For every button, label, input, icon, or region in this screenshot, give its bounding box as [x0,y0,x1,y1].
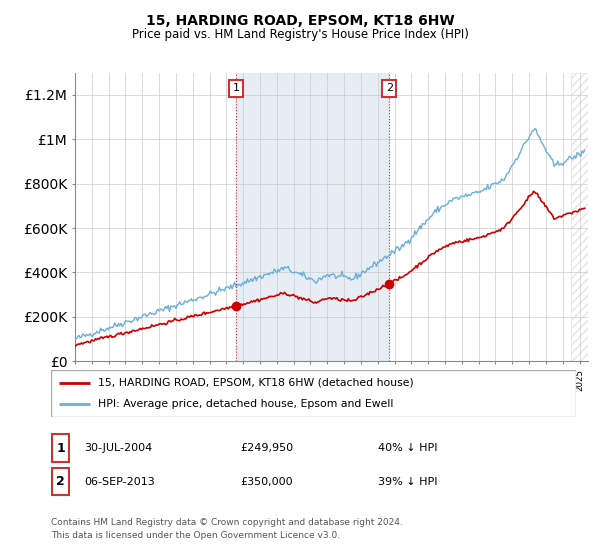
Text: £350,000: £350,000 [240,477,293,487]
Text: 15, HARDING ROAD, EPSOM, KT18 6HW: 15, HARDING ROAD, EPSOM, KT18 6HW [146,14,454,28]
Text: 40% ↓ HPI: 40% ↓ HPI [378,443,437,453]
Text: Price paid vs. HM Land Registry's House Price Index (HPI): Price paid vs. HM Land Registry's House … [131,28,469,41]
Text: Contains HM Land Registry data © Crown copyright and database right 2024.
This d: Contains HM Land Registry data © Crown c… [51,518,403,539]
Text: 15, HARDING ROAD, EPSOM, KT18 6HW (detached house): 15, HARDING ROAD, EPSOM, KT18 6HW (detac… [98,378,414,388]
Text: 1: 1 [233,83,239,94]
Bar [571,73,588,361]
Text: 2: 2 [386,83,393,94]
Text: 1: 1 [56,441,65,455]
FancyBboxPatch shape [51,370,576,417]
Text: 30-JUL-2004: 30-JUL-2004 [84,443,152,453]
FancyBboxPatch shape [52,435,69,461]
Text: 39% ↓ HPI: 39% ↓ HPI [378,477,437,487]
Text: 06-SEP-2013: 06-SEP-2013 [84,477,155,487]
FancyBboxPatch shape [52,468,69,495]
Text: £249,950: £249,950 [240,443,293,453]
Text: 2: 2 [56,475,65,488]
Text: HPI: Average price, detached house, Epsom and Ewell: HPI: Average price, detached house, Epso… [98,399,394,409]
Bar [236,73,389,361]
